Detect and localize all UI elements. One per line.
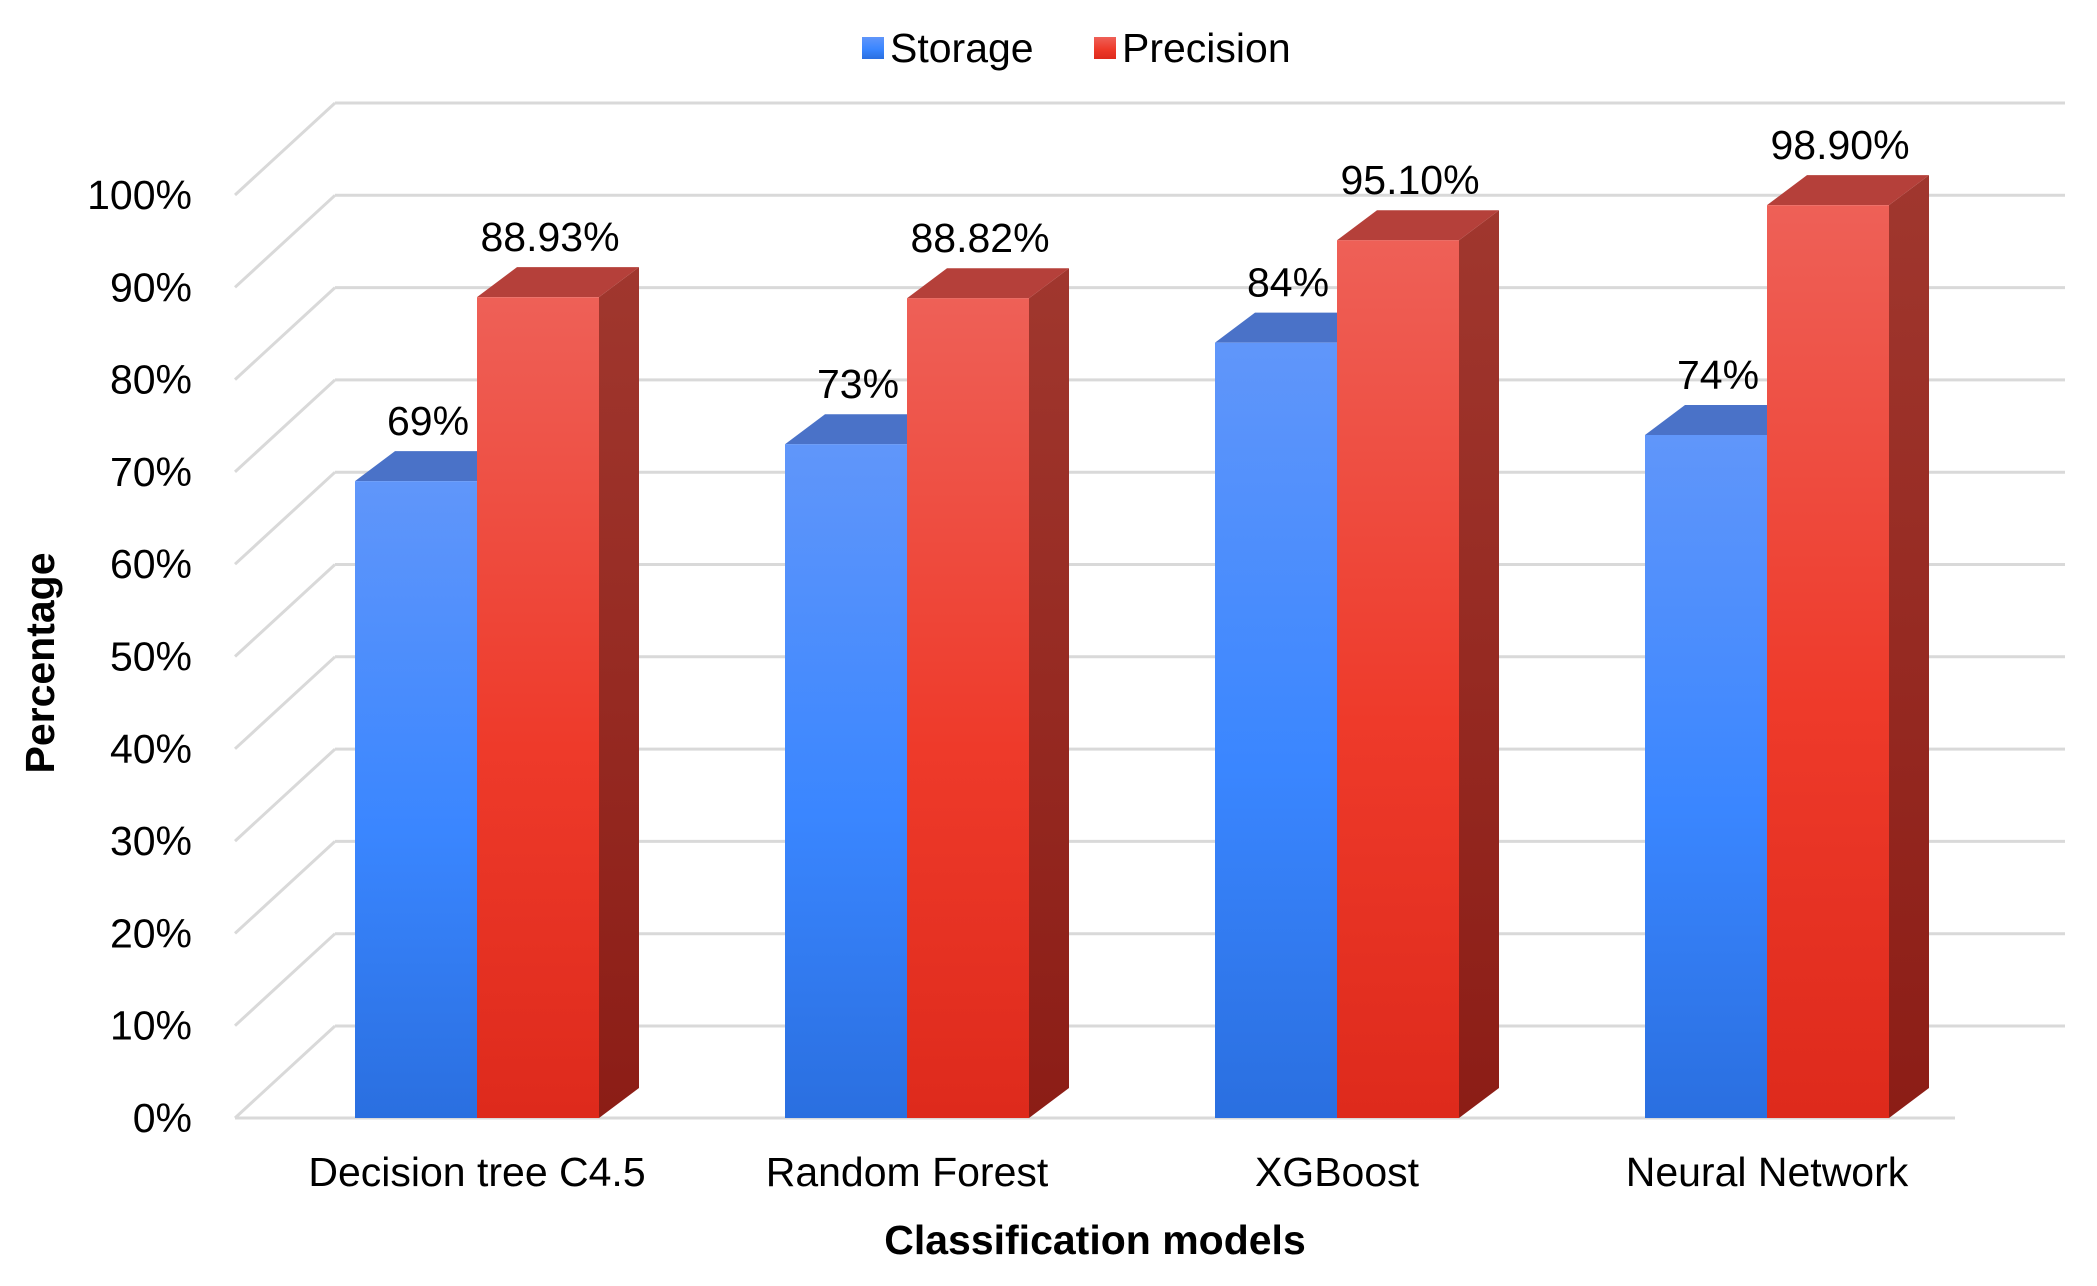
bar-precision [1337, 240, 1459, 1119]
bar-side-precision [599, 267, 639, 1118]
axes: 0% 10% 20% 30% 40% 50% 60% 70% 80% 90% 100% Decisio… [17, 172, 2065, 1263]
legend: Storage Precision [862, 25, 1291, 71]
data-label: 84% [1247, 260, 1329, 306]
x-tick-label: Neural Network [1626, 1149, 1909, 1195]
data-label: 98.90% [1770, 122, 1909, 168]
bar-top-storage [1645, 404, 1807, 435]
bar-top-storage [355, 451, 517, 482]
bar-side-precision [1889, 175, 1929, 1118]
legend-label-storage: Storage [890, 25, 1034, 71]
gridline-side [233, 840, 337, 935]
gridline-side [233, 471, 337, 566]
y-axis-title: Percentage [17, 552, 63, 773]
bar-top-precision [907, 268, 1069, 299]
gridline-side [233, 1024, 337, 1120]
bar-side-precision [1459, 210, 1499, 1119]
y-tick-label: 40% [110, 726, 192, 772]
bar-precision [477, 297, 599, 1118]
bar-top-precision [1767, 175, 1929, 206]
y-tick-label: 80% [110, 357, 192, 403]
bar-side-precision [1029, 268, 1069, 1118]
gridline-side [233, 286, 337, 381]
bar-top-storage [1215, 312, 1377, 343]
legend-swatch-storage [862, 37, 884, 59]
y-tick-label: 0% [133, 1095, 192, 1141]
bar-storage [355, 481, 477, 1118]
data-label: 95.10% [1340, 157, 1479, 203]
bar-top-precision [477, 267, 639, 298]
y-tick-label: 100% [87, 172, 192, 218]
gridline-side [233, 194, 337, 289]
data-label: 74% [1677, 352, 1759, 398]
data-label: 88.82% [910, 215, 1049, 261]
bar-top-storage [785, 414, 947, 445]
gridline-side [233, 378, 337, 474]
bar-precision [1767, 205, 1889, 1118]
data-label: 88.93% [480, 214, 619, 260]
y-tick-label: 30% [110, 818, 192, 864]
bar-precision [907, 298, 1029, 1118]
bars [355, 175, 1929, 1119]
legend-swatch-precision [1094, 37, 1116, 59]
gridline-side [233, 747, 337, 843]
y-tick-label: 60% [110, 541, 192, 587]
gridline-side [233, 101, 337, 197]
data-label: 69% [387, 398, 469, 444]
gridline-side [233, 932, 337, 1027]
y-tick-label: 50% [110, 634, 192, 680]
bar-top-precision [1337, 210, 1499, 241]
y-tick-label: 10% [110, 1003, 192, 1049]
gridline-side [233, 563, 337, 658]
bar-storage [1645, 434, 1767, 1119]
bar-storage [1215, 342, 1337, 1118]
x-tick-label: XGBoost [1255, 1149, 1420, 1195]
y-tick-label: 90% [110, 264, 192, 310]
x-tick-label: Random Forest [766, 1149, 1049, 1195]
y-tick-label: 20% [110, 910, 192, 956]
gridline-side [233, 655, 337, 750]
x-axis-title: Classification models [884, 1217, 1306, 1263]
x-tick-label: Decision tree C4.5 [308, 1149, 645, 1195]
y-tick-label: 70% [110, 449, 192, 495]
bar-storage [785, 444, 907, 1119]
legend-label-precision: Precision [1122, 25, 1291, 71]
data-labels: 69% 88.93% 73% 88.82% 84% 95.10% 74% 98.90% [387, 122, 1910, 444]
data-label: 73% [817, 361, 899, 407]
